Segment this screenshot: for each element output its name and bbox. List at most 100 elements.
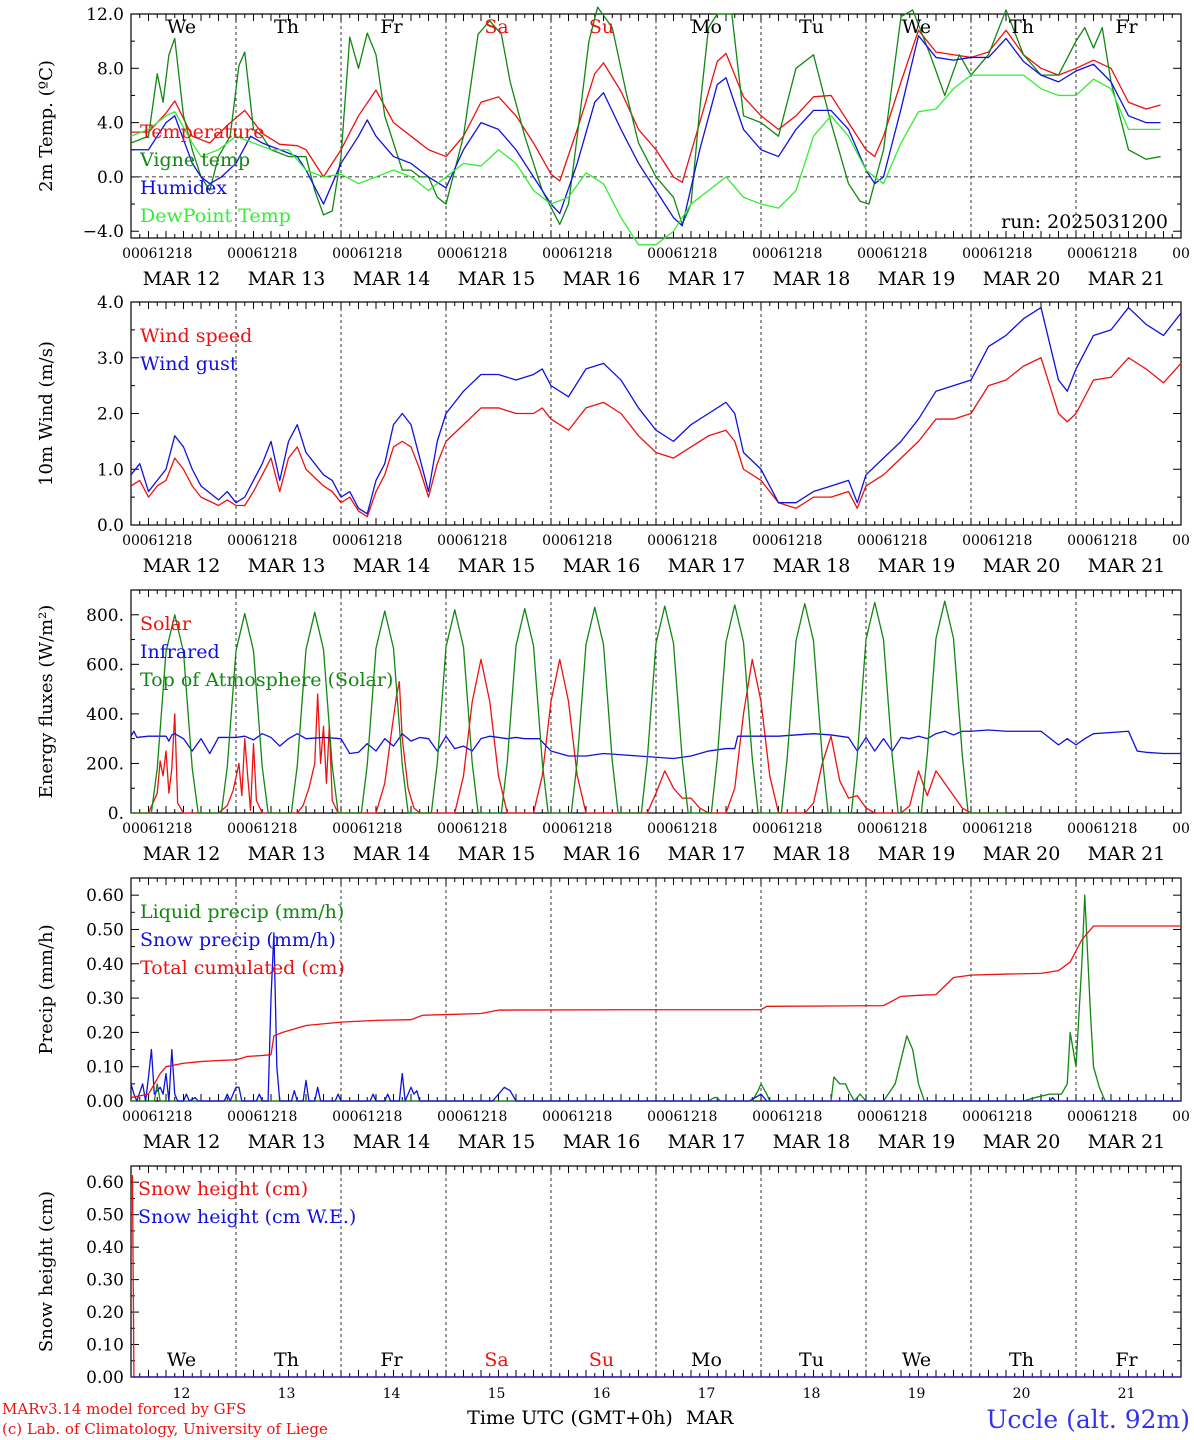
weekday-label: Tu — [799, 1349, 824, 1371]
plot-frame — [130, 301, 1182, 526]
legend-entry: Vigne temp — [139, 149, 250, 171]
hour-tick-label: 00 — [227, 246, 245, 262]
date-label: MAR 19 — [878, 843, 956, 865]
hour-tick-label: 18 — [700, 1109, 718, 1125]
hour-tick-label: 12 — [157, 1109, 175, 1125]
date-label: MAR 18 — [773, 1131, 851, 1153]
hour-tick-label: 12 — [262, 246, 280, 262]
hour-tick-label: 18 — [175, 533, 193, 549]
day-number-label: 20 — [1013, 1386, 1031, 1402]
date-label: MAR 13 — [248, 268, 326, 290]
hour-tick-label: 18 — [385, 821, 403, 837]
weekday-label: Sa — [484, 16, 508, 38]
day-number-label: 21 — [1118, 1386, 1136, 1402]
hour-tick-label: 12 — [787, 821, 805, 837]
legend-entry: Temperature — [140, 121, 264, 143]
date-label: MAR 16 — [563, 1131, 641, 1153]
hour-tick-label: 00 — [437, 1109, 455, 1125]
hour-tick-label: 18 — [280, 246, 298, 262]
weekday-label: We — [902, 16, 931, 38]
date-label: MAR 14 — [353, 1131, 431, 1153]
date-label: MAR 21 — [1088, 268, 1166, 290]
hour-tick-label: 12 — [367, 1109, 385, 1125]
hour-tick-label: 06 — [455, 246, 473, 262]
weekday-label: Th — [1009, 1349, 1034, 1371]
date-label: MAR 14 — [353, 268, 431, 290]
hour-tick-label: 18 — [910, 246, 928, 262]
y-tick-label: 0. — [108, 804, 124, 824]
hour-tick-label: 00 — [437, 821, 455, 837]
hour-tick-label: 12 — [682, 1109, 700, 1125]
y-tick-label: 0.30 — [86, 989, 124, 1009]
weekday-label: Fr — [380, 1349, 403, 1371]
hour-tick-label: 12 — [157, 246, 175, 262]
hour-tick-label: 12 — [892, 1109, 910, 1125]
hour-tick-label: 18 — [700, 246, 718, 262]
credit-line: MARv3.14 model forced by GFS — [2, 1400, 246, 1418]
hour-tick-label: 06 — [770, 821, 788, 837]
hour-tick-label: 18 — [910, 821, 928, 837]
hour-tick-label: 06 — [875, 1109, 893, 1125]
hour-tick-label: 06 — [665, 246, 683, 262]
hour-tick-label: 18 — [280, 1109, 298, 1125]
date-label: MAR 17 — [668, 843, 746, 865]
hour-tick-label: 18 — [700, 821, 718, 837]
legend-entry: Total cumulated (cm) — [140, 957, 345, 979]
legend-entry: Snow precip (mm/h) — [140, 929, 336, 951]
hour-tick-label: 12 — [682, 821, 700, 837]
date-label: MAR 12 — [143, 1131, 221, 1153]
hour-tick-label: 06 — [980, 1109, 998, 1125]
legend-entry: Snow height (cm) — [138, 1178, 308, 1200]
hour-tick-label: 00 — [1172, 246, 1190, 262]
hour-tick-label: 06 — [245, 533, 263, 549]
hour-tick-label: 12 — [367, 821, 385, 837]
hour-tick-label: 00 — [857, 1109, 875, 1125]
hour-tick-label: 18 — [805, 1109, 823, 1125]
panel-snow: 0.00 0.10 0.20 0.30 0.40 0.50 0.60 Snow height … — [36, 1165, 1182, 1388]
weekday-label: We — [167, 16, 196, 38]
date-label: MAR 19 — [878, 268, 956, 290]
y-tick-label: 2.0 — [97, 405, 124, 425]
hour-tick-label: 18 — [910, 1109, 928, 1125]
hour-tick-label: 00 — [122, 1109, 140, 1125]
weekday-label: We — [167, 1349, 196, 1371]
weekday-label: Th — [274, 16, 299, 38]
hour-tick-label: 06 — [140, 821, 158, 837]
series-line-snow-precip-mm-h- — [130, 932, 1181, 1102]
hour-tick-label: 00 — [542, 246, 560, 262]
hour-tick-label: 12 — [1102, 533, 1120, 549]
y-tick-label: 0.00 — [86, 1092, 124, 1112]
weekday-label: Fr — [1115, 16, 1138, 38]
weekday-label: Su — [589, 16, 614, 38]
hour-tick-label: 06 — [350, 246, 368, 262]
hour-tick-label: 00 — [752, 533, 770, 549]
weekday-label: Fr — [380, 16, 403, 38]
hour-tick-label: 00 — [122, 533, 140, 549]
series-line-vigne-temp — [130, 6, 1161, 226]
hour-tick-label: 06 — [770, 1109, 788, 1125]
hour-tick-label: 18 — [805, 821, 823, 837]
hour-tick-label: 18 — [910, 533, 928, 549]
hour-tick-label: 12 — [787, 533, 805, 549]
hour-tick-label: 00 — [1172, 1109, 1190, 1125]
panel-temp: −4.00.04.08.012.02m Temp. (ºC)00 06 12 18MA… — [36, 5, 1190, 290]
y-tick-label: 0.20 — [86, 1303, 124, 1323]
y-tick-label: 0.50 — [86, 920, 124, 940]
hour-tick-label: 00 — [332, 821, 350, 837]
hour-tick-label: 00 — [647, 246, 665, 262]
hour-tick-label: 06 — [980, 246, 998, 262]
hour-tick-label: 00 — [1067, 533, 1085, 549]
date-label: MAR 19 — [878, 555, 956, 577]
hour-tick-label: 06 — [245, 1109, 263, 1125]
date-label: MAR 15 — [458, 843, 536, 865]
weekday-label: Th — [274, 1349, 299, 1371]
y-axis-label: Energy fluxes (W/m²) — [36, 605, 57, 799]
date-label: MAR 15 — [458, 1131, 536, 1153]
legend-entry: Snow height (cm W.E.) — [138, 1206, 356, 1228]
date-label: MAR 20 — [983, 555, 1061, 577]
hour-tick-label: 18 — [1120, 821, 1138, 837]
series-line-dewpoint-temp — [130, 74, 1161, 246]
hour-tick-label: 12 — [1102, 1109, 1120, 1125]
hour-tick-label: 00 — [752, 1109, 770, 1125]
hour-tick-label: 06 — [560, 533, 578, 549]
